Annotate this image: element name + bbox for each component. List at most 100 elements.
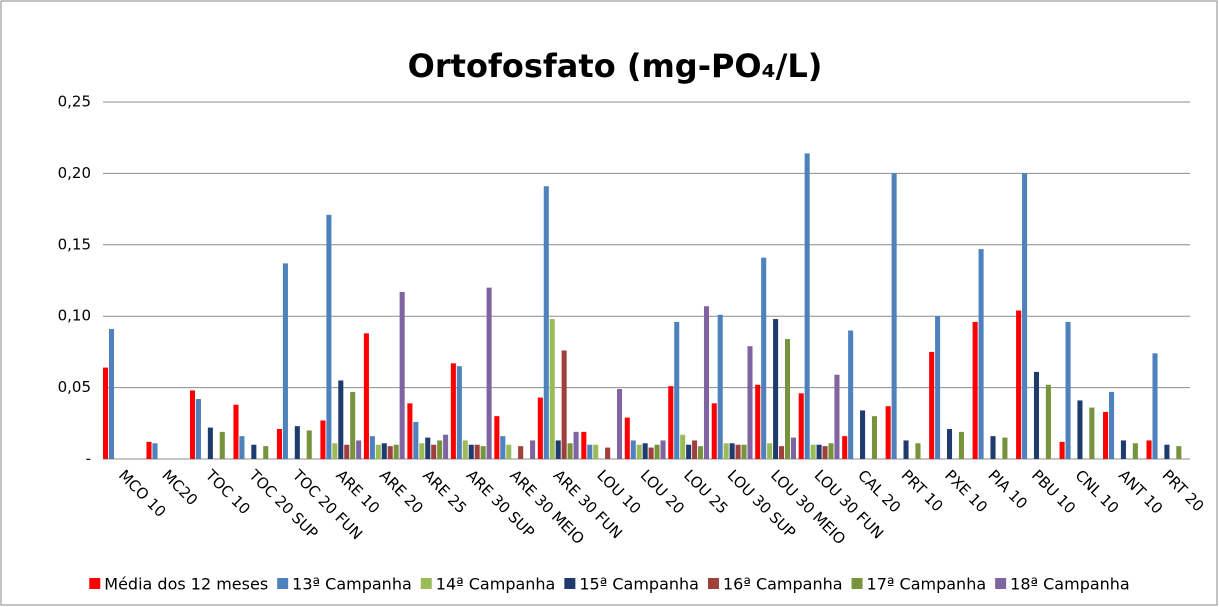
bar bbox=[692, 440, 698, 459]
bar bbox=[935, 316, 941, 459]
bar bbox=[587, 444, 593, 459]
bar bbox=[549, 319, 555, 459]
bar bbox=[543, 186, 549, 459]
bar bbox=[1108, 391, 1115, 459]
bar bbox=[773, 319, 779, 459]
bar bbox=[474, 444, 480, 459]
bar bbox=[1045, 384, 1051, 459]
bar bbox=[320, 420, 326, 459]
bar bbox=[630, 440, 636, 459]
y-tick-label: 0,20 bbox=[58, 164, 91, 182]
bar bbox=[356, 440, 362, 459]
bar bbox=[654, 444, 660, 459]
legend-label: 17ª Campanha bbox=[867, 575, 987, 594]
bar bbox=[972, 321, 978, 459]
legend-swatch bbox=[277, 578, 289, 589]
bar bbox=[1059, 441, 1065, 459]
bar bbox=[251, 444, 257, 459]
bar bbox=[146, 441, 152, 459]
bar bbox=[103, 367, 109, 459]
bar bbox=[344, 444, 350, 459]
bar bbox=[929, 351, 935, 459]
legend-swatch bbox=[707, 578, 719, 589]
bar bbox=[450, 363, 456, 459]
legend-label: 13ª Campanha bbox=[292, 575, 412, 594]
legend-label: 15ª Campanha bbox=[579, 575, 699, 594]
bar bbox=[1065, 321, 1071, 459]
bar bbox=[1120, 440, 1126, 459]
bar bbox=[741, 444, 747, 459]
legend-label: 18ª Campanha bbox=[1010, 575, 1130, 594]
bar bbox=[350, 391, 356, 459]
bar bbox=[581, 431, 587, 459]
bar bbox=[500, 436, 506, 459]
bar bbox=[219, 431, 225, 459]
bar bbox=[263, 446, 269, 459]
bar bbox=[407, 403, 413, 459]
bar bbox=[468, 444, 474, 459]
legend-swatch bbox=[420, 578, 432, 589]
bar bbox=[1033, 371, 1040, 459]
bar bbox=[462, 440, 468, 459]
bar bbox=[729, 443, 735, 459]
bar bbox=[617, 389, 623, 459]
bar bbox=[363, 333, 369, 459]
bar bbox=[567, 443, 573, 459]
bar bbox=[915, 443, 921, 459]
bar bbox=[419, 443, 425, 459]
bar bbox=[425, 437, 431, 459]
bar bbox=[747, 346, 753, 459]
bar bbox=[530, 440, 536, 459]
legend-label: 16ª Campanha bbox=[723, 575, 843, 594]
bar bbox=[1152, 353, 1158, 459]
bar bbox=[717, 314, 723, 459]
y-tick-label: 0,15 bbox=[58, 235, 91, 253]
bar bbox=[239, 436, 245, 459]
bar bbox=[555, 440, 561, 459]
bar bbox=[779, 446, 785, 459]
bar bbox=[703, 306, 710, 459]
legend-swatch bbox=[89, 578, 101, 589]
bar bbox=[816, 444, 822, 459]
bar bbox=[624, 417, 630, 459]
legend-label: Média dos 12 meses bbox=[104, 575, 268, 594]
bar bbox=[1022, 173, 1028, 459]
bar bbox=[486, 287, 492, 459]
bar bbox=[561, 350, 567, 459]
legend-swatch bbox=[995, 578, 1007, 589]
legend-swatch bbox=[564, 578, 576, 589]
bar bbox=[674, 321, 680, 459]
bar bbox=[755, 384, 761, 459]
bar bbox=[413, 421, 419, 459]
bar bbox=[711, 403, 717, 459]
bar bbox=[593, 444, 599, 459]
bar bbox=[494, 416, 500, 459]
bar bbox=[369, 436, 375, 459]
bar bbox=[306, 430, 312, 459]
bar bbox=[668, 386, 674, 459]
bar bbox=[1077, 400, 1083, 459]
bar bbox=[381, 443, 387, 459]
bar bbox=[834, 374, 840, 459]
bar bbox=[207, 427, 213, 459]
bar bbox=[804, 153, 810, 459]
bar bbox=[338, 380, 344, 459]
bar bbox=[431, 444, 437, 459]
bar bbox=[1176, 446, 1182, 459]
bar bbox=[332, 443, 338, 459]
bar bbox=[399, 291, 405, 459]
bar bbox=[480, 446, 486, 459]
bar bbox=[537, 397, 543, 459]
bar bbox=[978, 249, 984, 459]
bar bbox=[810, 444, 816, 459]
bar bbox=[108, 329, 115, 459]
bar bbox=[648, 447, 654, 459]
bar bbox=[1016, 310, 1022, 459]
bar bbox=[1002, 437, 1008, 459]
bar bbox=[735, 444, 741, 459]
bar bbox=[891, 173, 897, 459]
bar bbox=[276, 429, 282, 459]
bar bbox=[1146, 440, 1152, 459]
bar bbox=[686, 444, 692, 459]
